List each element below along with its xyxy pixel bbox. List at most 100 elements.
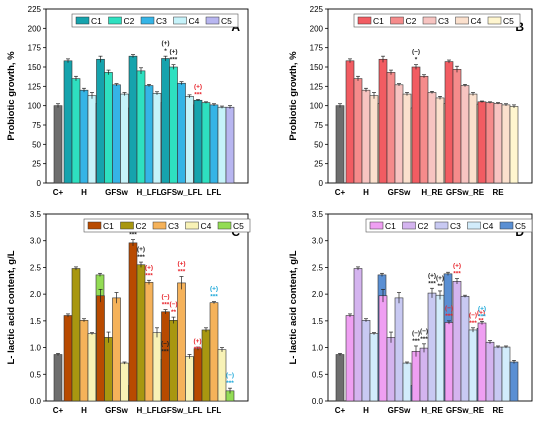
bar-c4 (402, 362, 412, 402)
x-tick-label: H_RE (421, 188, 443, 197)
x-tick-label: GFSw_RE (446, 406, 485, 415)
bar-c1 (345, 60, 355, 184)
significance-label: (+) (194, 83, 202, 90)
legend-label: C4 (189, 16, 200, 26)
x-tick-label: C+ (53, 188, 64, 197)
bar-c4 (87, 333, 97, 402)
significance-label: (+) (436, 275, 444, 282)
bar-c3 (79, 89, 89, 184)
significance-label: (+) (477, 310, 485, 317)
bar-c1 (96, 58, 105, 184)
significance-label: * (415, 57, 418, 64)
legend-label: C3 (438, 16, 449, 26)
significance-label: *** (137, 254, 145, 261)
bar-c2 (169, 320, 178, 402)
significance-label: *** (226, 380, 234, 387)
legend-swatch (422, 16, 437, 25)
y-tick-label: 50 (314, 140, 323, 149)
y-tick-label: 150 (310, 63, 324, 72)
bar-c2 (485, 102, 495, 184)
bar-c3 (460, 85, 470, 184)
legend-label: C1 (91, 16, 102, 26)
y-tick-label: 3.5 (312, 210, 324, 219)
y-tick-label: 25 (314, 160, 323, 169)
x-tick-label: H_RE (421, 406, 443, 415)
bar-c2 (104, 337, 113, 402)
x-tick-label: H (81, 188, 87, 197)
bar-c1 (193, 99, 203, 184)
bar-control (53, 105, 63, 184)
legend-label: C5 (503, 16, 514, 26)
legend-swatch (140, 16, 155, 25)
y-tick-label: 3.5 (30, 210, 42, 219)
significance-label: *** (162, 302, 170, 309)
bar-c2 (386, 337, 396, 402)
chart-panel-b: 0 25 50 75 100 125 150 175 200 225 Probiotic growt… (288, 5, 533, 197)
bar-c1 (128, 55, 138, 184)
x-tick-label: H_LFL (137, 188, 162, 197)
bar-c3 (79, 320, 89, 402)
significance-label: *** (129, 232, 137, 239)
significance-label: (−) (412, 330, 420, 337)
y-axis-label: L- lactic acid content, g/L (6, 250, 17, 364)
significance-label: (−) (412, 49, 420, 56)
bar-c4 (120, 93, 129, 184)
bar-c3 (209, 104, 219, 184)
bar-c5 (509, 106, 519, 184)
legend-swatch (173, 16, 187, 25)
significance-label: *** (469, 320, 477, 327)
bar-c5 (509, 361, 519, 402)
bar-c4 (120, 362, 129, 402)
y-tick-label: 225 (310, 5, 324, 14)
y-tick-label: 200 (28, 24, 42, 33)
bar-c2 (485, 341, 495, 402)
bar-c1 (96, 295, 105, 402)
y-tick-label: 1.5 (30, 317, 42, 326)
y-tick-label: 1.5 (312, 317, 324, 326)
legend-label: C2 (418, 221, 429, 231)
legend-swatch (108, 16, 122, 25)
y-tick-label: 175 (28, 44, 42, 53)
legend-label: C3 (450, 221, 461, 231)
bar-c4 (369, 95, 379, 184)
y-tick-label: 125 (28, 82, 42, 91)
x-tick-label: C+ (335, 188, 346, 197)
bar-c5 (225, 106, 235, 184)
significance-label: *** (478, 313, 486, 320)
legend-label: C3 (168, 221, 179, 231)
significance-label: (+) (428, 272, 436, 279)
significance-label: *** (210, 294, 218, 301)
bar-c4 (217, 106, 227, 184)
significance-label: (+) (193, 338, 201, 345)
legend-label: C2 (136, 221, 147, 231)
bar-c2 (136, 264, 146, 402)
legend-swatch (390, 16, 404, 25)
y-tick-label: 50 (32, 140, 41, 149)
x-tick-label: H_LFL (137, 406, 162, 415)
bar-c3 (112, 84, 121, 184)
legend-swatch (434, 221, 449, 230)
bar-c4 (185, 96, 194, 184)
y-tick-label: 200 (310, 24, 324, 33)
x-tick-label: GFSw (388, 406, 411, 415)
y-tick-label: 100 (28, 102, 42, 111)
significance-label: (−) (420, 328, 428, 335)
significance-label: (+) (137, 246, 145, 253)
significance-label: *** (194, 91, 202, 98)
bar-c2 (452, 69, 462, 184)
bar-control (335, 354, 345, 402)
bar-c4 (402, 93, 412, 184)
legend-swatch (357, 16, 372, 25)
chart-panel-a: 0 25 50 75 100 125 150 175 200 225 Probiotic growt… (6, 5, 249, 197)
bar-c2 (201, 329, 211, 402)
legend-swatch (455, 16, 469, 25)
y-tick-label: 175 (310, 44, 324, 53)
bar-c2 (419, 75, 429, 184)
significance-label: (+) (478, 305, 486, 312)
legend-label: C5 (221, 16, 232, 26)
significance-label: *** (412, 338, 420, 345)
bar-c4 (217, 349, 227, 402)
legend-label: C5 (233, 221, 244, 231)
significance-label: (+) (177, 261, 185, 268)
significance-label: *** (161, 349, 169, 356)
